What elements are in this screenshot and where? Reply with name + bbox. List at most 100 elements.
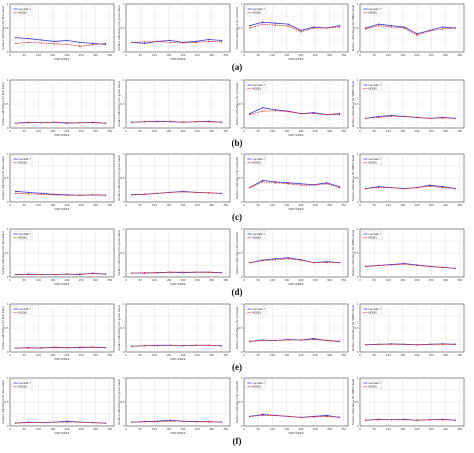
data-point-modis	[79, 46, 80, 47]
data-point-landsat	[66, 40, 67, 41]
data-point-modis	[275, 259, 276, 260]
data-point-modis	[157, 421, 158, 422]
x-tick-label: 100	[152, 278, 157, 282]
data-point-modis	[157, 345, 158, 346]
data-point-modis	[403, 263, 404, 264]
x-tick-label: 250	[429, 353, 434, 357]
data-point-modis	[182, 122, 183, 123]
y-axis-label: Surface reflectance for SWIR1 band	[351, 230, 355, 277]
y-tick-label: 1	[241, 152, 243, 156]
data-point-modis	[15, 43, 16, 44]
x-tick-label: 0	[243, 353, 245, 357]
x-axis-label: DOY/2022	[171, 57, 186, 61]
data-point-modis	[131, 421, 132, 422]
y-tick-label: 0.5	[238, 26, 242, 30]
data-point-modis	[66, 347, 67, 348]
data-point-modis	[41, 274, 42, 275]
data-point-landsat	[262, 180, 263, 181]
data-point-modis	[157, 272, 158, 273]
y-tick-label: 0.5	[238, 400, 242, 404]
data-point-modis	[221, 421, 222, 422]
legend-label: MODIS	[253, 86, 262, 90]
row-label-c: (c)	[0, 212, 474, 222]
row-label-d: (d)	[0, 287, 474, 297]
data-point-modis	[15, 274, 16, 275]
x-tick-label: 0	[243, 278, 245, 282]
x-tick-label: 0	[9, 203, 11, 207]
x-tick-label: 250	[313, 53, 318, 57]
y-tick-label: 0.5	[120, 26, 124, 30]
x-tick-label: 250	[429, 427, 434, 431]
x-tick-label: 300	[443, 129, 448, 133]
x-tick-label: 150	[400, 203, 405, 207]
y-axis-label: Surface reflectance for SWIR1 band	[351, 155, 355, 202]
data-point-modis	[378, 25, 379, 26]
data-point-modis	[275, 340, 276, 341]
data-point-modis	[105, 422, 106, 423]
data-point-modis	[249, 27, 250, 28]
x-tick-label: 100	[270, 53, 275, 57]
x-tick-label: 100	[36, 53, 41, 57]
row-label-e: (e)	[0, 362, 474, 372]
x-tick-label: 150	[400, 427, 405, 431]
data-point-modis	[79, 122, 80, 123]
data-point-modis	[313, 416, 314, 417]
data-point-modis	[131, 194, 132, 195]
data-point-modis	[208, 345, 209, 346]
x-tick-label: 150	[400, 53, 405, 57]
y-axis-label: Surface reflectance for green band	[117, 305, 121, 351]
x-axis-label: DOY/2022	[55, 431, 70, 435]
x-tick-label: 300	[209, 203, 214, 207]
x-tick-label: 100	[36, 353, 41, 357]
y-axis-label: Surface reflectance for green band	[117, 81, 121, 127]
data-point-modis	[195, 272, 196, 273]
data-point-modis	[195, 192, 196, 193]
data-point-modis	[391, 264, 392, 265]
x-tick-label: 50	[373, 427, 377, 431]
data-point-modis	[365, 28, 366, 29]
legend-label: Landsat 7	[369, 307, 382, 311]
x-tick-label: 350	[223, 129, 228, 133]
data-point-landsat	[442, 26, 443, 27]
data-point-modis	[326, 114, 327, 115]
data-point-modis	[92, 194, 93, 195]
data-point-landsat	[300, 183, 301, 184]
y-axis-label: Surface reflectance for SWIR1 band	[351, 81, 355, 128]
data-point-modis	[403, 419, 404, 420]
y-axis-label: Surface reflectance for green band	[117, 155, 121, 201]
data-point-modis	[326, 340, 327, 341]
x-tick-label: 100	[36, 129, 41, 133]
y-tick-label: 1	[123, 78, 125, 82]
x-tick-label: 300	[327, 203, 332, 207]
legend-label: MODIS	[369, 10, 378, 14]
data-point-modis	[144, 41, 145, 42]
x-tick-label: 100	[386, 278, 391, 282]
data-point-modis	[221, 41, 222, 42]
y-tick-label: 0.5	[354, 400, 358, 404]
data-point-landsat	[144, 43, 145, 44]
x-tick-label: 0	[243, 129, 245, 133]
y-tick-label: 1	[7, 2, 9, 6]
data-point-modis	[195, 42, 196, 43]
x-tick-label: 250	[79, 427, 84, 431]
x-tick-label: 300	[209, 53, 214, 57]
legend-label: MODIS	[19, 10, 28, 14]
legend-label: Landsat 7	[253, 7, 266, 11]
x-axis-label: DOY/2022	[171, 357, 186, 361]
data-point-modis	[182, 421, 183, 422]
data-point-modis	[157, 41, 158, 42]
legend-label: Landsat 7	[369, 232, 382, 236]
y-tick-label: 1	[357, 376, 359, 380]
x-tick-label: 200	[415, 278, 420, 282]
legend-label: Landsat 7	[369, 157, 382, 161]
x-tick-label: 300	[93, 203, 98, 207]
y-tick-label: 1	[357, 227, 359, 231]
x-tick-label: 0	[125, 353, 127, 357]
data-point-modis	[169, 121, 170, 122]
x-tick-label: 100	[152, 129, 157, 133]
data-point-modis	[105, 347, 106, 348]
